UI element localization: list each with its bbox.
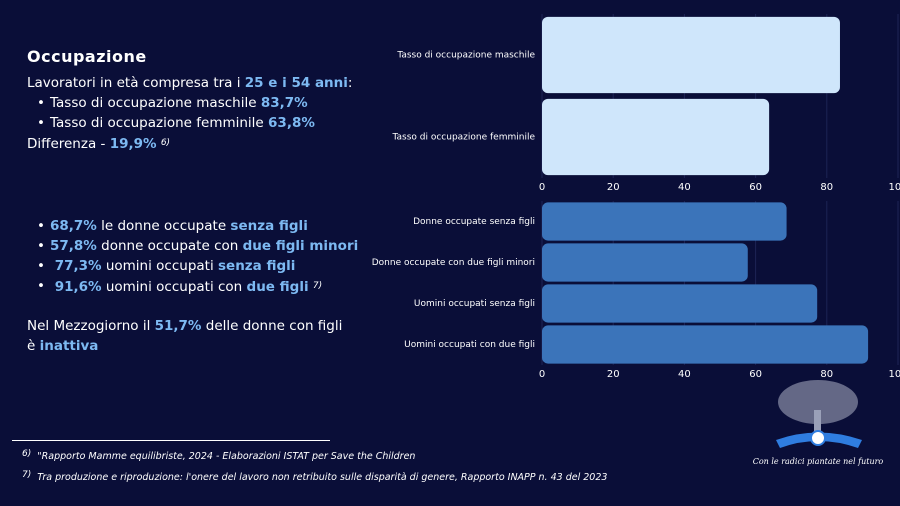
highlight: 25 e i 54 anni	[244, 75, 348, 91]
y-tick-label: Tasso di occupazione femminile	[392, 133, 536, 143]
text: Tasso di occupazione femminile	[50, 115, 269, 131]
bullet: 77,3% uomini occupati senza figli	[37, 256, 296, 276]
y-tick-label: Donne occupate senza figli	[413, 217, 535, 227]
text: le donne occupate	[96, 218, 231, 234]
title: Occupazione	[27, 47, 147, 66]
bullet: 68,7% le donne occupate senza figli	[37, 216, 308, 236]
bar	[542, 16, 840, 94]
note: Nel Mezzogiorno il 51,7% delle donne con…	[27, 316, 342, 336]
footnote-text: Tra produzione e riproduzione: l'onere d…	[37, 472, 608, 483]
text: Differenza -	[27, 136, 110, 152]
highlight: 68,7%	[50, 218, 97, 234]
y-tick-label: Uomini occupati senza figli	[414, 299, 535, 309]
highlight: due figli	[246, 279, 309, 295]
y-tick-label: Donne occupate con due figli minori	[372, 258, 535, 268]
note: è inattiva	[27, 336, 98, 356]
text: Tasso di occupazione maschile	[50, 95, 261, 111]
text: è	[27, 338, 40, 354]
x-tick-label: 60	[749, 369, 762, 380]
x-tick-label: 40	[678, 182, 691, 193]
logo	[776, 380, 862, 448]
bar	[542, 243, 748, 282]
bar	[542, 284, 818, 323]
footnote: 7) Tra produzione e riproduzione: l'oner…	[22, 470, 607, 483]
text: donne occupate con	[96, 238, 243, 254]
difference: Differenza - 19,9% 6)	[27, 133, 170, 154]
highlight: 77,3%	[50, 258, 102, 274]
highlight: 63,8%	[268, 115, 315, 131]
bullet: Tasso di occupazione maschile 83,7%	[37, 93, 308, 113]
footnote-mark: 7)	[22, 470, 32, 480]
highlight: due figli minori	[242, 238, 359, 254]
text: uomini occupati con	[101, 279, 247, 295]
y-tick-label: Uomini occupati con due figli	[404, 340, 535, 350]
bullet: 57,8% donne occupate con due figli minor…	[37, 236, 359, 256]
x-tick-label: 80	[820, 182, 833, 193]
highlight: 57,8%	[50, 238, 97, 254]
x-tick-label: 60	[749, 182, 762, 193]
x-tick-label: 0	[539, 369, 545, 380]
highlight: senza figli	[218, 258, 296, 274]
bullet: 91,6% uomini occupati con due figli 7)	[37, 276, 323, 297]
highlight: 83,7%	[260, 95, 308, 111]
highlight: 19,9%	[109, 136, 157, 152]
highlight: 51,7%	[154, 318, 202, 334]
text: :	[347, 75, 353, 91]
text: Nel Mezzogiorno il	[27, 318, 155, 334]
highlight: inattiva	[39, 338, 99, 354]
bar	[542, 202, 787, 241]
bar	[542, 98, 770, 176]
x-tick-label: 100	[888, 369, 900, 380]
bullet: Tasso di occupazione femminile 63,8%	[37, 113, 315, 133]
x-tick-label: 0	[539, 182, 545, 193]
footnote-text: "Rapporto Mamme equilibriste, 2024 - Ela…	[37, 451, 416, 462]
footnote-mark: 6)	[22, 449, 32, 459]
bar	[542, 325, 869, 364]
highlight: senza figli	[230, 218, 308, 234]
y-tick-label: Tasso di occupazione maschile	[396, 51, 535, 61]
intro: Lavoratori in età compresa tra i 25 e i …	[27, 73, 352, 93]
text: uomini occupati	[101, 258, 218, 274]
footnote: 6) "Rapporto Mamme equilibriste, 2024 - …	[22, 449, 415, 462]
x-tick-label: 20	[607, 369, 620, 380]
x-tick-label: 20	[607, 182, 620, 193]
x-tick-label: 100	[888, 182, 900, 193]
text: Lavoratori in età compresa tra i	[27, 75, 245, 91]
x-tick-label: 40	[678, 369, 691, 380]
x-tick-label: 80	[820, 369, 833, 380]
footnote-ref: 7)	[312, 281, 323, 291]
highlight: 91,6%	[50, 279, 102, 295]
divider	[12, 440, 330, 441]
footnote-ref: 6)	[160, 138, 171, 148]
text: delle donne con figli	[201, 318, 343, 334]
logo-caption: Con le radici piantate nel futuro	[753, 457, 884, 466]
